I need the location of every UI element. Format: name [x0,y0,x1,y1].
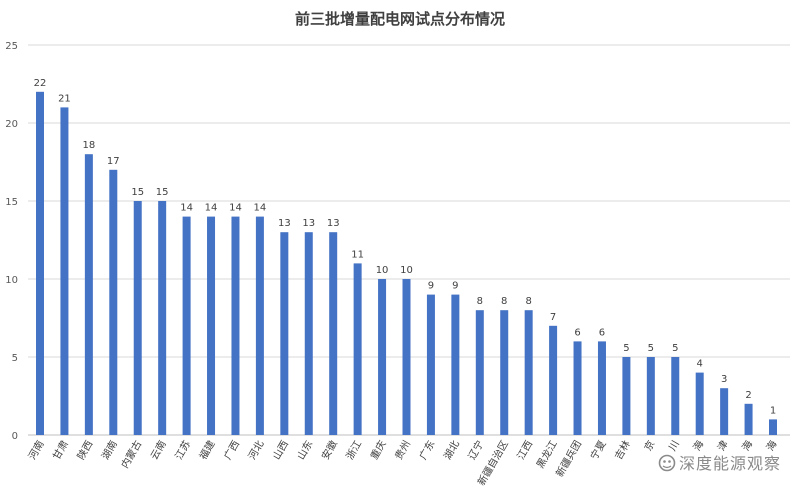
data-label: 14 [229,203,242,214]
bar [695,372,704,435]
data-label: 21 [58,93,71,104]
bar [353,263,362,435]
data-label: 3 [721,374,727,385]
data-label: 8 [477,296,483,307]
bar [133,201,142,435]
bar [475,310,484,435]
data-label: 14 [205,203,218,214]
y-tick-label: 10 [5,275,18,286]
bar [720,388,729,435]
data-label: 10 [376,265,389,276]
data-label: 13 [302,218,315,229]
bar [36,91,44,436]
bar [182,216,191,435]
y-tick-label: 20 [5,119,18,130]
data-label: 4 [697,359,703,370]
bar [426,294,435,435]
y-axis-tick-labels: 0 5 10 15 20 25 [5,41,18,442]
data-label: 9 [452,281,458,292]
bar [549,325,558,435]
wechat-logo-icon [658,454,676,472]
bar [622,357,631,435]
bar [109,169,118,436]
bar [524,310,533,435]
data-label: 6 [599,327,605,338]
bar [231,216,240,435]
data-label: 10 [400,265,413,276]
bar [573,341,582,435]
bar [255,216,264,435]
y-tick-label: 0 [12,431,18,442]
bar [769,419,777,435]
data-label: 5 [672,343,678,354]
bar [304,232,313,435]
data-label: 14 [180,203,193,214]
watermark-text: 深度能源观察 [679,454,781,473]
data-label: 13 [327,218,340,229]
data-label: 17 [107,156,120,167]
data-label: 1 [770,405,776,416]
data-label: 5 [648,343,654,354]
data-label: 22 [34,78,47,89]
data-label: 6 [574,327,580,338]
data-label: 2 [745,390,751,401]
bar [646,357,655,435]
bar [84,154,93,435]
data-label: 5 [623,343,629,354]
bar [744,403,753,435]
data-label: 15 [156,187,169,198]
data-label: 14 [254,203,267,214]
data-label: 15 [131,187,144,198]
bar [60,107,69,436]
data-label: 8 [525,296,531,307]
bar [207,216,216,435]
bar [500,310,509,435]
data-label: 8 [501,296,507,307]
x-tick-label: 川 [667,439,682,453]
data-label: 13 [278,218,291,229]
bar [671,357,680,435]
y-tick-label: 25 [5,41,18,52]
watermark: 深度能源观察 [658,453,782,475]
data-label: 18 [82,140,95,151]
y-tick-label: 5 [12,353,18,364]
data-label: 7 [550,312,556,323]
bar [451,294,460,435]
bar [402,279,411,435]
data-label: 9 [428,281,434,292]
bar [378,279,387,435]
y-tick-label: 15 [5,197,18,208]
chart-title: 前三批增量配电网试点分布情况 [295,10,505,28]
bar [597,341,606,435]
bar [158,201,167,435]
data-label: 11 [351,249,364,260]
bar [280,232,289,435]
bar [329,232,338,435]
bars [36,91,777,436]
